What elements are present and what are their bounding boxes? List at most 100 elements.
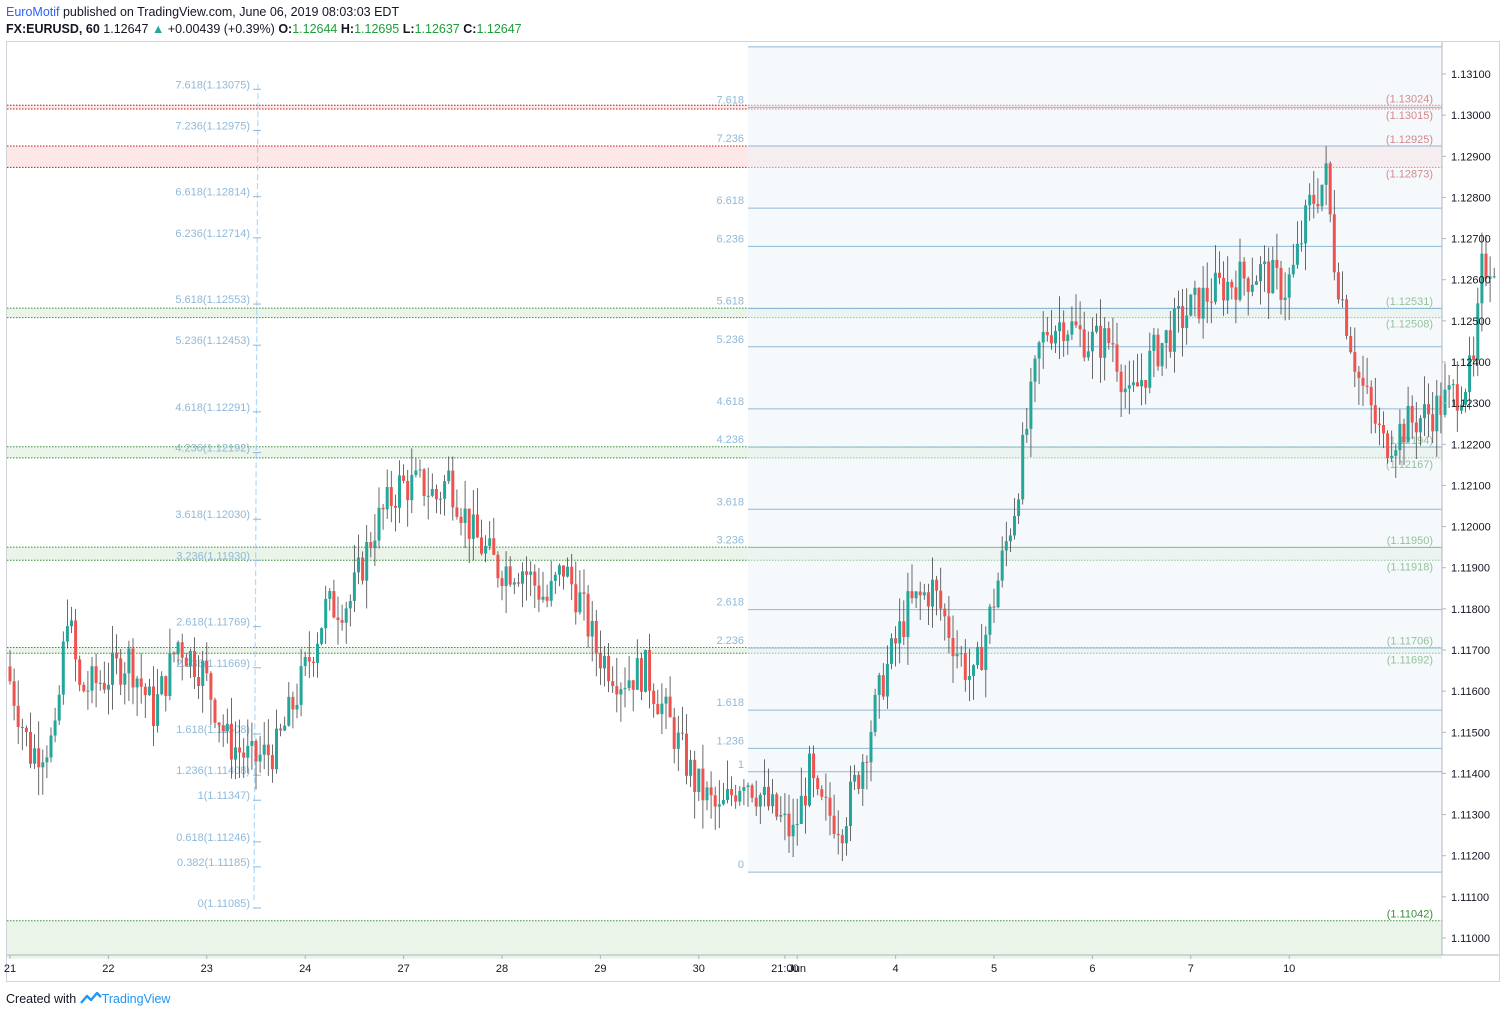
candle-down — [213, 699, 217, 723]
candle-down — [311, 661, 315, 663]
author-link[interactable]: EuroMotif — [6, 5, 60, 19]
candle-up — [1013, 516, 1016, 536]
open-label: O: — [278, 22, 293, 36]
candle-down — [545, 596, 549, 601]
candle-up — [373, 540, 377, 549]
candle-up — [783, 813, 787, 816]
candle-down — [1275, 259, 1279, 268]
time-tick-label: 6 — [1089, 963, 1095, 975]
candle-up — [70, 620, 73, 627]
candle-up — [1004, 541, 1008, 551]
candle-up — [504, 566, 508, 586]
candle-up — [541, 596, 545, 600]
candle-up — [1185, 315, 1189, 328]
candle-up — [1443, 389, 1447, 415]
candle-up — [258, 754, 262, 762]
candle-down — [1099, 325, 1103, 358]
candle-up — [463, 508, 467, 523]
candle-up — [41, 762, 45, 768]
candle-down — [607, 655, 611, 682]
candle-down — [279, 728, 283, 731]
candle-down — [217, 722, 221, 726]
candle-down — [74, 620, 78, 660]
candle-up — [1308, 194, 1312, 206]
candle-up — [1177, 306, 1180, 309]
candle-up — [619, 689, 623, 695]
candle-down — [1410, 405, 1414, 423]
candle-down — [8, 666, 12, 682]
tradingview-logo-icon[interactable] — [79, 991, 102, 1004]
candle-up — [873, 694, 877, 733]
candle-down — [611, 681, 615, 687]
candle-down — [902, 621, 906, 638]
price-tick-label: 1.12800 — [1451, 192, 1491, 204]
candle-down — [693, 759, 697, 792]
candle-down — [992, 606, 996, 608]
zone-price-label: (1.11042) — [1387, 909, 1433, 921]
candle-down — [734, 795, 738, 802]
fib-left-level-label: 4.236(1.12192) — [175, 443, 250, 455]
price-tick-label: 1.12300 — [1451, 398, 1491, 410]
candle-down — [143, 686, 147, 696]
candle-down — [1349, 335, 1353, 353]
candle-up — [1131, 382, 1135, 386]
time-tick-label: 30 — [693, 963, 705, 975]
candle-up — [1164, 330, 1168, 344]
candle-down — [500, 578, 504, 586]
candle-up — [1464, 392, 1467, 405]
candle-up — [1033, 358, 1037, 382]
candle-up — [795, 823, 799, 825]
candle-up — [488, 538, 492, 546]
high-label: H: — [340, 22, 355, 36]
tradingview-logo-text[interactable]: TradingView — [101, 992, 171, 1006]
candle-up — [1324, 163, 1328, 185]
candle-down — [1242, 261, 1246, 279]
candle-up — [147, 686, 151, 696]
fib-left-level-label: 3.236(1.11930) — [176, 550, 250, 562]
fib-left-level-label: 1(1.11347) — [198, 790, 250, 802]
candle-up — [771, 794, 775, 807]
created-with-text: Created with — [6, 992, 77, 1006]
candle-down — [574, 584, 578, 613]
candle-down — [229, 723, 233, 760]
candle-down — [894, 638, 898, 644]
candle-down — [221, 725, 225, 732]
candle-down — [910, 591, 914, 599]
candle-up — [1189, 294, 1193, 316]
candle-up — [1435, 395, 1439, 432]
candle-up — [664, 696, 668, 704]
candle-down — [381, 507, 385, 510]
price-tick-label: 1.11200 — [1451, 851, 1490, 863]
time-tick-label: 22 — [102, 963, 114, 975]
candle-up — [426, 495, 430, 497]
fib-right-level-label: 5.236 — [716, 334, 744, 346]
price-tick-label: 1.11300 — [1451, 810, 1490, 822]
plot-frame — [6, 41, 1500, 982]
high-value: 1.12695 — [354, 22, 400, 36]
candle-up — [45, 757, 49, 763]
fib-right-level-label: 6.236 — [716, 233, 744, 245]
candle-down — [1386, 433, 1390, 459]
candle-up — [1201, 287, 1205, 319]
candle-down — [291, 696, 295, 710]
candle-down — [205, 660, 209, 674]
candle-up — [1238, 261, 1242, 300]
candle-down — [12, 681, 16, 706]
candle-down — [980, 646, 984, 670]
candle-down — [467, 508, 471, 539]
candle-down — [332, 591, 336, 618]
candle-up — [299, 666, 303, 705]
candle-up — [890, 638, 893, 664]
candle-down — [270, 755, 274, 770]
candle-up — [1341, 299, 1344, 301]
fib-left-level-label: 0.618(1.11246) — [176, 832, 250, 844]
candle-up — [988, 606, 992, 635]
candle-up — [791, 824, 795, 837]
candle-up — [1398, 423, 1402, 451]
footer: Created with TradingView — [6, 991, 171, 1006]
candle-down — [340, 620, 344, 623]
candle-up — [1254, 281, 1258, 285]
candle-up — [914, 591, 918, 599]
candle-up — [1140, 380, 1144, 387]
